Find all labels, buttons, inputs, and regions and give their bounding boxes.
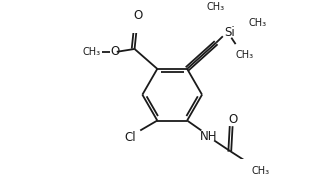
Text: NH: NH xyxy=(200,130,217,143)
Text: O: O xyxy=(229,113,238,126)
Text: O: O xyxy=(110,45,119,58)
Text: Si: Si xyxy=(224,25,234,39)
Text: CH₃: CH₃ xyxy=(252,166,270,176)
Text: O: O xyxy=(133,9,143,22)
Text: CH₃: CH₃ xyxy=(207,2,225,12)
Text: CH₃: CH₃ xyxy=(236,50,254,61)
Text: CH₃: CH₃ xyxy=(83,47,101,57)
Text: CH₃: CH₃ xyxy=(249,19,267,28)
Text: Cl: Cl xyxy=(125,131,136,144)
